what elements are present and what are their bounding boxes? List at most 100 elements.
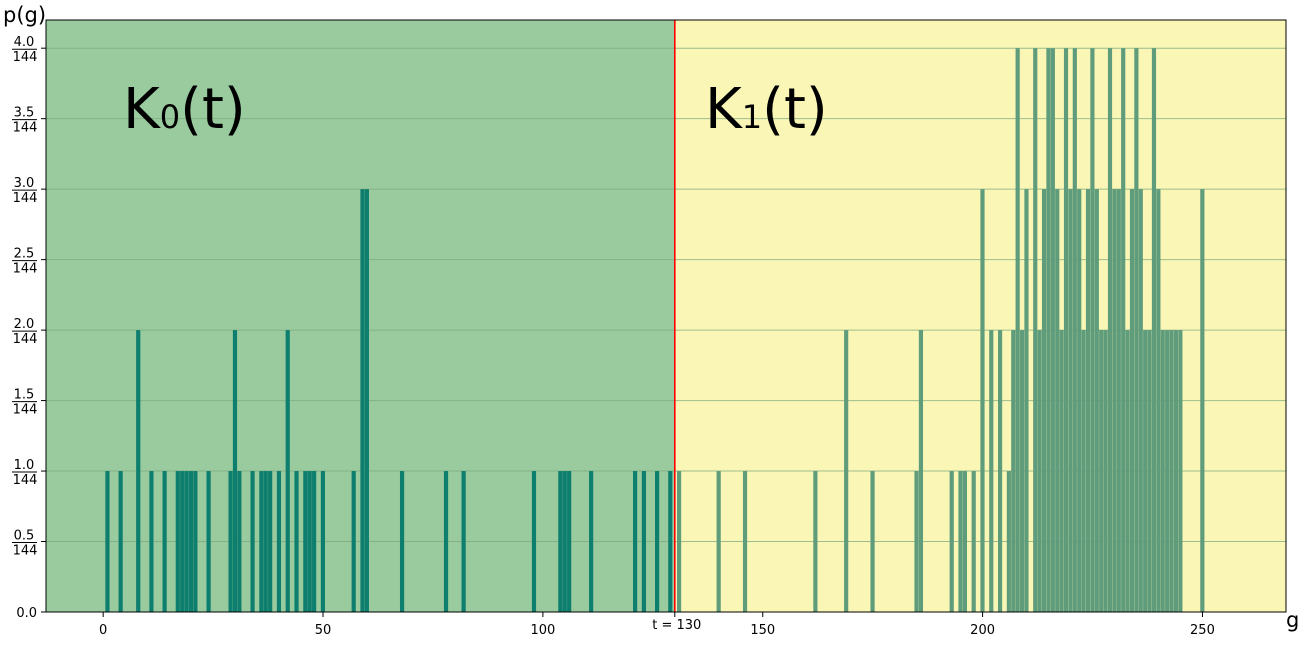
y-tick-denominator: 144 [13,50,38,65]
bar [844,330,849,612]
bar [1151,48,1157,612]
y-tick-numerator: 1.0 [14,458,35,473]
bar [1072,48,1077,612]
x-tick-label: 100 [530,623,555,638]
bar [1125,330,1130,612]
bar [1107,48,1113,612]
bar [1134,48,1139,612]
bar [641,471,646,612]
bar [558,471,563,612]
bar [193,471,198,612]
bar [958,471,963,612]
bar [1143,330,1148,612]
bar [1090,48,1095,612]
bar [971,471,976,612]
bar [1169,330,1174,612]
bar [1103,330,1108,612]
bar [589,471,594,612]
bar [716,471,721,612]
bar [1165,330,1170,612]
bar [285,330,290,612]
bar [655,471,660,612]
bar [1081,330,1086,612]
bar [668,471,673,612]
histogram-bars [105,48,1205,612]
bar [276,471,282,612]
y-tick-numerator: 2.0 [14,317,35,332]
bar [1015,48,1020,612]
y-tick-denominator: 144 [13,473,38,488]
bar [250,471,255,612]
x-tick-label: 250 [1190,623,1215,638]
y-tick-label: 0.0 [16,606,37,621]
bar [562,471,567,612]
bar [461,471,466,612]
y-axis: 0.00.51441.01441.51442.01442.51443.01443… [12,35,46,621]
region-label-k0: K0(t) [123,77,246,142]
bar [949,471,954,612]
y-tick-denominator: 144 [13,191,38,206]
bar [742,471,748,612]
bar [1178,330,1183,612]
bar [1200,189,1205,612]
bar [443,471,449,612]
bar [206,471,211,612]
y-tick-numerator: 1.5 [14,388,35,403]
region-labels: K0(t) K1(t) [123,77,828,142]
x-tick-label: 0 [99,623,107,638]
y-tick-numerator: 3.5 [14,106,35,121]
bar [1068,189,1073,612]
bar [1077,189,1082,612]
bar [1129,189,1135,612]
bar [1037,330,1042,612]
bar [360,189,365,612]
bar [105,471,110,612]
bar [676,471,682,612]
bar [1147,330,1152,612]
bar [870,471,875,612]
bar [149,471,154,612]
bar [962,471,967,612]
bar [175,471,180,612]
y-tick-denominator: 144 [13,121,38,136]
bar [303,471,308,612]
bar [567,471,572,612]
bar [1006,471,1011,612]
x-tick-label: 150 [750,623,775,638]
bar [1160,330,1165,612]
bar [531,471,537,612]
y-tick-denominator: 144 [13,332,38,347]
bar [399,471,405,612]
bar [259,471,264,612]
y-tick-numerator: 4.0 [14,35,35,50]
y-tick-denominator: 144 [13,262,38,277]
bar [364,189,369,612]
bar [1055,189,1060,612]
bar [918,330,924,612]
bar [914,471,919,612]
bar [1041,189,1047,612]
bar [989,330,994,612]
bar [1085,189,1091,612]
bar [1019,330,1025,612]
bar [312,471,317,612]
bar [1033,48,1038,612]
x-tick-label: 200 [970,623,995,638]
bar [1116,189,1121,612]
bar [633,471,638,612]
bar [1094,189,1099,612]
bar [320,471,325,612]
bar [228,471,233,612]
bar [1024,189,1029,612]
bar [136,330,141,612]
bar [237,471,242,612]
y-tick-denominator: 144 [13,544,38,559]
bar [980,189,985,612]
bar [1059,330,1064,612]
bar [1063,48,1069,612]
bar [1138,189,1143,612]
bar [232,330,238,612]
bar [180,471,185,612]
bar [1046,48,1051,612]
